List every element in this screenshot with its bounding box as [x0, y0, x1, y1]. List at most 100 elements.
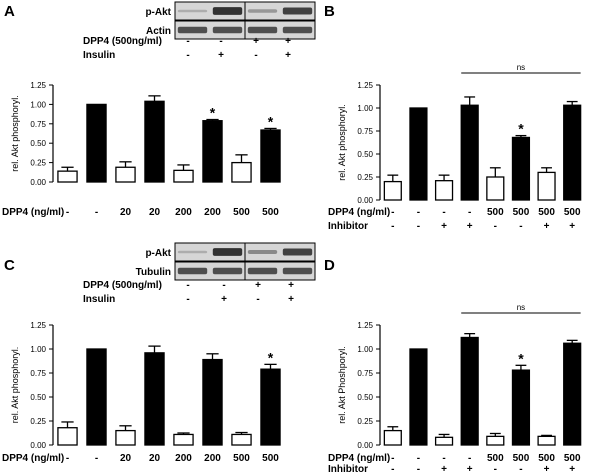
condition-value: - [519, 464, 522, 475]
bar [260, 368, 281, 446]
treatment-sign: - [186, 36, 189, 47]
condition-row-label: Inhibitor [328, 221, 368, 232]
bar [86, 103, 107, 183]
treatment-label: DPP4 (500ng/ml) [83, 280, 162, 291]
y-tick-label: 0.00 [357, 196, 373, 205]
treatment-label: Insulin [83, 50, 115, 61]
y-tick-label: 0.50 [30, 139, 46, 148]
condition-value: - [494, 221, 497, 232]
condition-value: 500 [538, 207, 555, 218]
condition-value: 500 [233, 207, 250, 218]
condition-value: + [569, 464, 575, 475]
condition-value: 200 [204, 207, 221, 218]
condition-value: 200 [175, 453, 192, 464]
condition-value: - [95, 453, 98, 464]
blot-band [282, 26, 313, 34]
bar [57, 170, 78, 183]
condition-value: - [66, 453, 69, 464]
condition-value: 20 [120, 207, 132, 218]
condition-value: - [391, 464, 394, 475]
condition-value: - [391, 221, 394, 232]
bar [486, 176, 505, 201]
y-tick-label: 1.00 [30, 345, 46, 354]
blot-band [212, 267, 243, 275]
condition-value: - [494, 464, 497, 475]
blot-band [177, 26, 208, 34]
condition-row-label: DPP4 (ng/ml) [2, 453, 64, 464]
y-tick-label: 1.00 [357, 104, 373, 113]
bar [460, 336, 479, 446]
bar [409, 107, 428, 201]
condition-value: - [417, 453, 420, 464]
bar [409, 348, 428, 446]
ns-label: ns [517, 303, 525, 312]
condition-value: + [544, 464, 550, 475]
condition-value: + [441, 221, 447, 232]
bar [511, 369, 531, 446]
bar [434, 436, 454, 446]
condition-value: 500 [564, 207, 581, 218]
blot-band-label: p-Akt [145, 248, 171, 259]
bar [144, 100, 165, 183]
bar [115, 429, 136, 446]
bar [537, 171, 556, 201]
panel-label: C [4, 257, 15, 274]
condition-value: 200 [204, 453, 221, 464]
condition-value: + [467, 464, 473, 475]
blot-band [177, 267, 208, 275]
y-tick-label: 0.25 [30, 159, 46, 168]
y-tick-label: 0.00 [30, 441, 46, 450]
y-tick-label: 1.25 [30, 321, 46, 330]
condition-value: 500 [513, 207, 530, 218]
y-tick-label: 0.50 [357, 393, 373, 402]
bar [231, 433, 252, 446]
significance-marker: * [210, 105, 216, 121]
condition-value: - [442, 207, 445, 218]
bar [383, 429, 402, 446]
condition-value: + [544, 221, 550, 232]
condition-value: 200 [175, 207, 192, 218]
treatment-sign: - [256, 294, 259, 305]
bar [231, 161, 252, 183]
blot-band [247, 267, 278, 275]
treatment-sign: - [186, 294, 189, 305]
condition-value: + [441, 464, 447, 475]
condition-value: + [569, 221, 575, 232]
y-tick-label: 1.00 [30, 100, 46, 109]
blot-band [247, 249, 278, 255]
bar [115, 166, 136, 183]
panel-label: B [324, 3, 335, 20]
bar [202, 120, 223, 183]
condition-row-label: DPP4 (ng/ml) [328, 453, 390, 464]
panel-label: D [324, 257, 335, 274]
condition-value: - [66, 207, 69, 218]
bar [144, 352, 165, 446]
bar [260, 129, 281, 183]
significance-marker: * [518, 350, 524, 366]
condition-value: - [95, 207, 98, 218]
treatment-label: DPP4 (500ng/ml) [83, 36, 162, 47]
bar [563, 104, 582, 201]
condition-value: - [468, 207, 471, 218]
condition-value: - [519, 221, 522, 232]
treatment-sign: + [255, 280, 261, 291]
condition-value: 20 [120, 453, 132, 464]
condition-value: - [468, 453, 471, 464]
treatment-sign: + [221, 294, 227, 305]
significance-marker: * [268, 113, 274, 129]
y-tick-label: 0.25 [30, 417, 46, 426]
y-tick-label: 0.25 [357, 173, 373, 182]
y-tick-label: 0.75 [30, 120, 46, 129]
condition-value: 20 [149, 207, 161, 218]
y-tick-label: 0.25 [357, 417, 373, 426]
y-axis-label: rel. Akt Phoshporyl. [337, 346, 347, 424]
blot-band [247, 9, 278, 13]
blot-band [247, 26, 278, 34]
ns-label: ns [517, 63, 525, 72]
bar [486, 435, 505, 446]
blot-band-label: p-Akt [145, 7, 171, 18]
y-tick-label: 0.50 [30, 393, 46, 402]
